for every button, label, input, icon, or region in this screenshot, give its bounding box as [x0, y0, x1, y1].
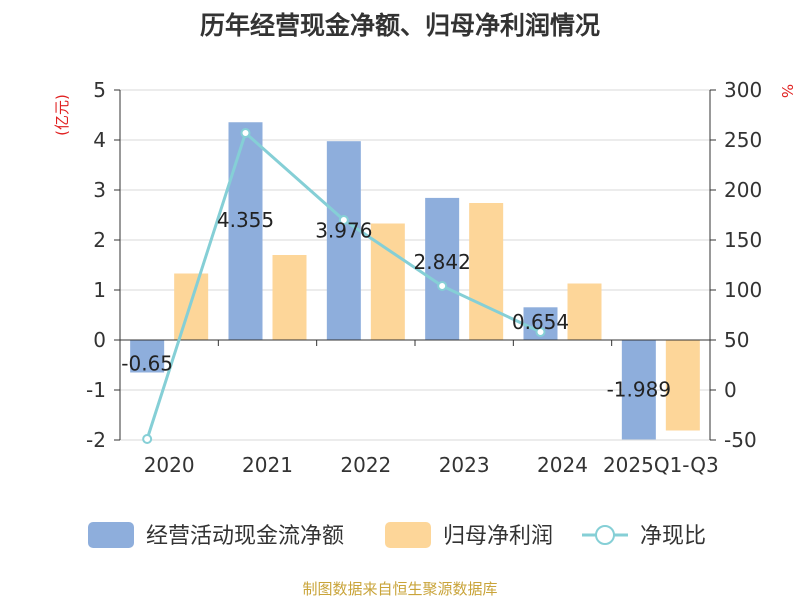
y-right-tick-label: 50 — [724, 328, 749, 352]
data-label-cash-flow: -0.65 — [121, 351, 173, 375]
data-label-cash-flow: 0.654 — [512, 310, 569, 334]
y-left-tick-label: 1 — [93, 278, 106, 302]
bar-cash-flow — [326, 141, 361, 340]
y-left-tick-label: 4 — [93, 128, 106, 152]
x-tick-label: 2021 — [242, 453, 293, 477]
x-tick-label: 2020 — [144, 453, 195, 477]
y-right-tick-label: 200 — [724, 178, 762, 202]
y-right-tick-label: 100 — [724, 278, 762, 302]
legend: 经营活动现金流净额 归母净利润 净现比 — [88, 522, 706, 549]
y-left-tick-label: 2 — [93, 228, 106, 252]
y-right-axis-title: % — [778, 84, 796, 98]
ratio-line-point — [240, 128, 251, 138]
bar-net-profit — [665, 340, 700, 431]
data-label-cash-flow: 2.842 — [414, 250, 471, 274]
legend-swatch — [385, 522, 431, 548]
legend-label: 经营活动现金流净额 — [146, 524, 344, 549]
x-tick-label: 2022 — [340, 453, 391, 477]
y-left-tick-label: 5 — [93, 78, 106, 102]
y-left-tick-label: -1 — [86, 378, 106, 402]
ratio-line-point — [142, 434, 153, 444]
bar-cash-flow — [228, 122, 263, 340]
chart-title: 历年经营现金净额、归母净利润情况 — [199, 11, 600, 40]
legend-line-marker — [595, 525, 615, 545]
bar-cash-flow — [621, 340, 656, 440]
legend-label: 归母净利润 — [443, 524, 553, 549]
y-left-tick-label: 0 — [93, 328, 106, 352]
ratio-line — [142, 128, 546, 444]
source-note: 制图数据来自恒生聚源数据库 — [302, 580, 498, 598]
y-left-tick-label: -2 — [86, 428, 106, 452]
y-right-tick-label: 150 — [724, 228, 762, 252]
legend-swatch — [88, 522, 134, 548]
bar-net-profit — [272, 255, 307, 340]
ratio-line-point — [437, 281, 448, 291]
bar-cash-flow — [130, 340, 165, 373]
x-tick-label: 2025Q1-Q3 — [603, 453, 719, 477]
x-tick-label: 2023 — [439, 453, 490, 477]
ratio-line-point — [338, 215, 349, 225]
y-left-tick-label: 3 — [93, 178, 106, 202]
data-labels: -0.65 4.355 3.976 2.842 0.654 -1.989 — [121, 208, 671, 401]
y-right-tick-label: -50 — [724, 428, 757, 452]
bar-net-profit — [567, 283, 602, 340]
y-right-tick-label: 0 — [724, 378, 737, 402]
bar-net-profit — [469, 203, 504, 340]
ratio-line-point — [535, 327, 546, 337]
bar-cash-flow — [425, 197, 460, 340]
y-right-tick-label: 250 — [724, 128, 762, 152]
data-label-cash-flow: 3.976 — [315, 219, 372, 243]
axes: -2 -1 0 1 2 3 4 5 -50 0 50 100 150 200 250 300 2020 2021 2… — [53, 78, 796, 477]
legend-label: 净现比 — [640, 524, 706, 549]
x-tick-label: 2024 — [537, 453, 588, 477]
data-label-cash-flow: -1.989 — [607, 378, 671, 402]
data-label-cash-flow: 4.355 — [217, 208, 274, 232]
bars — [130, 122, 700, 440]
y-left-axis-title: (亿元) — [53, 94, 71, 136]
y-right-tick-label: 300 — [724, 78, 762, 102]
